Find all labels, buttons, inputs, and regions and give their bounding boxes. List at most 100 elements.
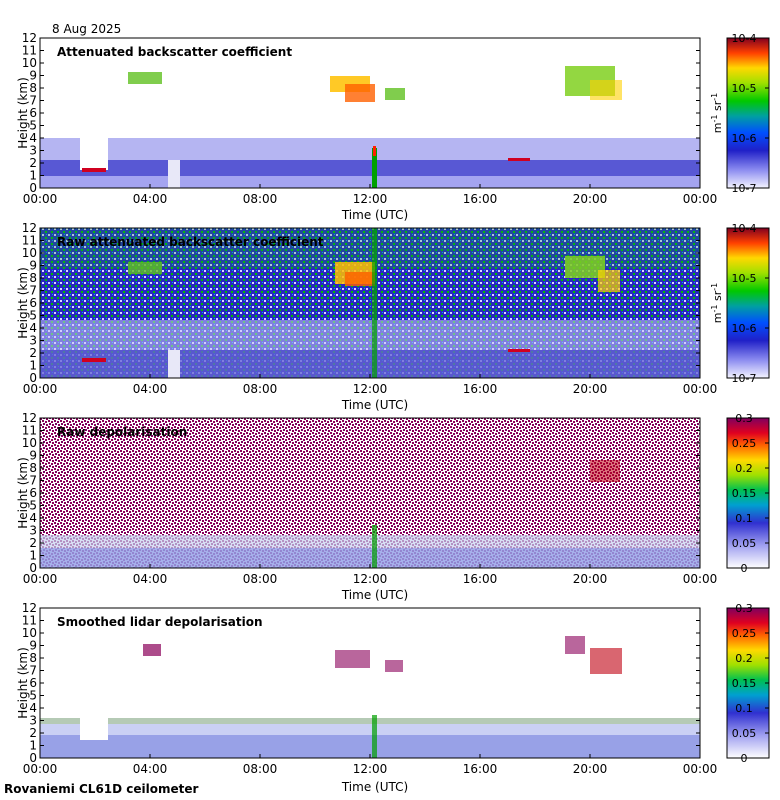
colorbar-tick-label: 10-6 bbox=[732, 132, 757, 145]
x-tick-label: 00:00 bbox=[683, 192, 718, 206]
y-tick-label: 2 bbox=[29, 346, 37, 360]
y-tick-label: 4 bbox=[29, 321, 37, 335]
y-tick-label: 9 bbox=[29, 69, 37, 83]
y-tick-label: 6 bbox=[29, 296, 37, 310]
y-tick-label: 5 bbox=[29, 499, 37, 513]
colorbar-tick-label: 0.1 bbox=[735, 512, 753, 525]
colorbar-tick-label: 10-6 bbox=[732, 322, 757, 335]
y-tick-label: 12 bbox=[22, 411, 37, 425]
y-tick-label: 8 bbox=[29, 461, 37, 475]
y-tick-label: 5 bbox=[29, 689, 37, 703]
colorbar-tick-label: 0.1 bbox=[735, 702, 753, 715]
colorbar-tick-label: 0.15 bbox=[732, 677, 757, 690]
y-axis-label: Height (km) bbox=[16, 457, 30, 528]
y-tick-label: 9 bbox=[29, 259, 37, 273]
y-tick-label: 6 bbox=[29, 486, 37, 500]
colorbar bbox=[726, 417, 770, 569]
y-tick-label: 1 bbox=[29, 549, 37, 563]
y-tick-label: 4 bbox=[29, 131, 37, 145]
y-tick-label: 2 bbox=[29, 726, 37, 740]
x-tick-label: 12:00 bbox=[353, 382, 388, 396]
colorbar-tick-label: 0.05 bbox=[732, 727, 757, 740]
colorbar-tick-label: 10-4 bbox=[732, 32, 757, 45]
y-tick-label: 11 bbox=[22, 424, 37, 438]
heatmap-field bbox=[40, 608, 700, 758]
x-tick-label: 16:00 bbox=[463, 762, 498, 776]
colorbar-tick-label: 0.2 bbox=[735, 652, 753, 665]
y-tick-label: 5 bbox=[29, 119, 37, 133]
y-tick-label: 5 bbox=[29, 309, 37, 323]
y-tick-label: 7 bbox=[29, 94, 37, 108]
y-axis-label: Height (km) bbox=[16, 647, 30, 718]
footer-label: Rovaniemi CL61D ceilometer bbox=[4, 782, 199, 796]
y-tick-label: 0 bbox=[29, 751, 37, 765]
colorbar-tick-label: 0.25 bbox=[732, 437, 757, 450]
colorbar-tick-label: 10-7 bbox=[732, 372, 757, 385]
panel-title: Attenuated backscatter coefficient bbox=[57, 45, 292, 59]
colorbar bbox=[726, 37, 770, 189]
panel-title: Smoothed lidar depolarisation bbox=[57, 615, 263, 629]
colorbar-tick-label: 10-5 bbox=[732, 82, 757, 95]
y-tick-label: 9 bbox=[29, 639, 37, 653]
colorbar-tick-label: 0.3 bbox=[735, 602, 753, 615]
y-tick-label: 7 bbox=[29, 284, 37, 298]
panel-smoothed-depolarisation: Smoothed lidar depolarisation 0123456789… bbox=[16, 601, 770, 794]
y-tick-label: 3 bbox=[29, 714, 37, 728]
x-tick-label: 00:00 bbox=[683, 572, 718, 586]
x-tick-label: 20:00 bbox=[573, 762, 608, 776]
panel-raw-attenuated-backscatter: Raw attenuated backscatter coefficient 0… bbox=[16, 221, 770, 412]
y-tick-label: 7 bbox=[29, 474, 37, 488]
y-tick-label: 3 bbox=[29, 334, 37, 348]
x-tick-label: 20:00 bbox=[573, 572, 608, 586]
y-tick-label: 1 bbox=[29, 169, 37, 183]
y-axis-label: Height (km) bbox=[16, 267, 30, 338]
x-tick-label: 16:00 bbox=[463, 572, 498, 586]
y-tick-label: 10 bbox=[22, 436, 37, 450]
x-tick-label: 04:00 bbox=[133, 572, 168, 586]
x-axis-label: Time (UTC) bbox=[341, 398, 408, 412]
x-tick-label: 20:00 bbox=[573, 192, 608, 206]
y-tick-label: 10 bbox=[22, 626, 37, 640]
x-tick-label: 08:00 bbox=[243, 192, 278, 206]
y-tick-label: 8 bbox=[29, 271, 37, 285]
x-tick-label: 16:00 bbox=[463, 192, 498, 206]
colorbar-tick-label: 0.25 bbox=[732, 627, 757, 640]
y-tick-label: 10 bbox=[22, 246, 37, 260]
y-tick-label: 2 bbox=[29, 156, 37, 170]
x-axis-label: Time (UTC) bbox=[341, 588, 408, 602]
x-tick-label: 00:00 bbox=[23, 762, 58, 776]
y-tick-label: 4 bbox=[29, 511, 37, 525]
heatmap-field bbox=[40, 418, 700, 568]
x-tick-label: 08:00 bbox=[243, 762, 278, 776]
y-tick-label: 12 bbox=[22, 221, 37, 235]
panel-title: Raw depolarisation bbox=[57, 425, 187, 439]
colorbar-unit-label: m-1 sr-1 bbox=[710, 93, 724, 133]
colorbar-tick-label: 0.2 bbox=[735, 462, 753, 475]
x-tick-label: 00:00 bbox=[683, 762, 718, 776]
y-tick-label: 1 bbox=[29, 359, 37, 373]
colorbar-tick-label: 10-5 bbox=[732, 272, 757, 285]
y-tick-label: 11 bbox=[22, 44, 37, 58]
y-tick-label: 12 bbox=[22, 601, 37, 615]
y-tick-label: 0 bbox=[29, 561, 37, 575]
y-tick-label: 2 bbox=[29, 536, 37, 550]
colorbar-unit-label: m-1 sr-1 bbox=[710, 283, 724, 323]
heatmap-field bbox=[40, 228, 700, 378]
colorbar-tick-label: 0 bbox=[741, 562, 748, 575]
x-tick-label: 04:00 bbox=[133, 192, 168, 206]
y-tick-label: 11 bbox=[22, 614, 37, 628]
x-tick-label: 20:00 bbox=[573, 382, 608, 396]
y-tick-label: 0 bbox=[29, 371, 37, 385]
x-tick-label: 16:00 bbox=[463, 382, 498, 396]
y-tick-label: 4 bbox=[29, 701, 37, 715]
y-tick-label: 3 bbox=[29, 144, 37, 158]
date-label: 8 Aug 2025 bbox=[52, 22, 121, 36]
y-tick-label: 1 bbox=[29, 739, 37, 753]
x-tick-label: 12:00 bbox=[353, 572, 388, 586]
y-tick-label: 12 bbox=[22, 31, 37, 45]
y-tick-label: 11 bbox=[22, 234, 37, 248]
panel-title: Raw attenuated backscatter coefficient bbox=[57, 235, 324, 249]
y-tick-label: 3 bbox=[29, 524, 37, 538]
